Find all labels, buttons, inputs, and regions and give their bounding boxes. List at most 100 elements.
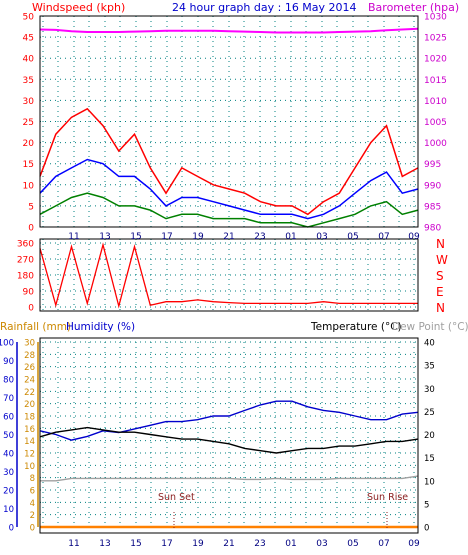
baro-tick-1010: 1010 — [424, 97, 447, 107]
temp-tick-0: 0 — [424, 524, 429, 534]
dir-tick-90: 90 — [23, 288, 35, 298]
direction-panel-grid — [40, 239, 418, 311]
hum-tick-30: 30 — [3, 468, 14, 478]
hum-tick-20: 20 — [3, 487, 14, 497]
x-label-top-21: 21 — [223, 232, 234, 242]
temp-tick-25: 25 — [424, 408, 435, 418]
x-label-bottom-13: 13 — [99, 539, 110, 549]
baro-title: Barometer (hpa) — [368, 1, 459, 14]
wind-series-1 — [39, 158, 419, 220]
wind-panel-series — [39, 27, 419, 228]
baro-tick-990: 990 — [424, 181, 441, 191]
temp-tick-30: 30 — [424, 385, 435, 395]
x-label-bottom-19: 19 — [192, 539, 204, 549]
rain-tick-14: 14 — [24, 437, 35, 447]
rain-tick-6: 6 — [30, 487, 35, 497]
x-label-top-17: 17 — [161, 232, 172, 242]
dir-tick-0: 0 — [28, 304, 34, 314]
wind-tick-50: 50 — [23, 13, 35, 23]
temp-tick-35: 35 — [424, 362, 435, 372]
temp-tick-10: 10 — [424, 477, 435, 487]
temp-panel-frame — [39, 337, 419, 534]
hum-tick-40: 40 — [3, 450, 14, 460]
dir-compass-0: N — [436, 301, 445, 315]
x-label-bottom-09: 09 — [408, 539, 420, 549]
temp-panel-axes: 0246810121416182022242628300102030405060… — [0, 339, 435, 534]
rain-tick-28: 28 — [24, 351, 35, 361]
x-label-bottom-11: 11 — [68, 539, 79, 549]
x-label-top-03: 03 — [316, 232, 327, 242]
wind-tick-45: 45 — [23, 34, 34, 44]
wind-series-0 — [39, 107, 419, 216]
date-title: 24 hour graph day : 16 May 2014 — [172, 1, 357, 14]
temp-tick-20: 20 — [424, 431, 435, 441]
x-label-top-07: 07 — [378, 232, 389, 242]
dew-title: Dew Point (°C) — [392, 321, 468, 333]
hum-tick-10: 10 — [3, 505, 14, 515]
wind-tick-15: 15 — [23, 160, 34, 170]
sunset-label: Sun Set — [158, 492, 195, 503]
baro-tick-1025: 1025 — [424, 34, 447, 44]
rain-tick-30: 30 — [24, 339, 35, 349]
wind-tick-5: 5 — [28, 202, 34, 212]
temp-tick-15: 15 — [424, 454, 435, 464]
baro-tick-1015: 1015 — [424, 76, 447, 86]
baro-tick-1020: 1020 — [424, 55, 447, 65]
temp-tick-40: 40 — [424, 339, 435, 349]
baro-tick-1005: 1005 — [424, 118, 447, 128]
x-label-bottom-23: 23 — [254, 539, 265, 549]
rain-tick-12: 12 — [24, 450, 35, 460]
rain-title: Rainfall (mm) — [0, 321, 71, 333]
wind-tick-25: 25 — [23, 118, 34, 128]
hum-tick-0: 0 — [9, 524, 14, 534]
dir-compass-3: W — [436, 253, 448, 267]
wind-tick-10: 10 — [23, 181, 35, 191]
x-label-bottom-01: 01 — [285, 539, 296, 549]
x-label-top-11: 11 — [68, 232, 79, 242]
x-axis-labels-bottom: 11 13 15 17 19 21 23 01 03 05 07 09 — [68, 539, 420, 549]
rain-tick-2: 2 — [30, 511, 35, 521]
x-label-top-23: 23 — [254, 232, 265, 242]
dir-compass-2: S — [436, 269, 444, 283]
rain-tick-4: 4 — [30, 499, 35, 509]
x-label-bottom-03: 03 — [316, 539, 327, 549]
x-label-top-01: 01 — [285, 232, 296, 242]
temp-series-0 — [39, 400, 419, 441]
dir-compass-1: E — [436, 285, 444, 299]
hum-tick-70: 70 — [3, 394, 14, 404]
hum-tick-100: 100 — [0, 339, 14, 349]
wind-title: Windspeed (kph) — [32, 1, 125, 14]
x-label-bottom-15: 15 — [130, 539, 141, 549]
wind-series-2 — [39, 192, 419, 228]
wind-tick-35: 35 — [23, 76, 34, 86]
x-label-bottom-07: 07 — [378, 539, 389, 549]
wind-series-3 — [39, 27, 419, 34]
x-label-bottom-05: 05 — [347, 539, 358, 549]
hum-tick-90: 90 — [3, 357, 14, 367]
wind-tick-0: 0 — [28, 224, 34, 234]
hum-tick-60: 60 — [3, 413, 14, 423]
x-label-top-19: 19 — [192, 232, 204, 242]
direction-series — [39, 242, 418, 309]
baro-tick-1030: 1030 — [424, 13, 447, 23]
direction-panel-series — [39, 242, 418, 309]
temp-tick-5: 5 — [424, 500, 429, 510]
dir-tick-180: 180 — [17, 272, 34, 282]
wind-tick-20: 20 — [23, 139, 35, 149]
rain-tick-26: 26 — [24, 363, 35, 373]
humidity-title: Humidity (%) — [66, 321, 135, 333]
baro-tick-995: 995 — [424, 160, 441, 170]
x-label-bottom-17: 17 — [161, 539, 172, 549]
dir-compass-4: N — [436, 237, 445, 251]
x-label-top-09: 09 — [408, 232, 420, 242]
x-label-top-15: 15 — [130, 232, 141, 242]
hum-tick-80: 80 — [3, 376, 14, 386]
baro-tick-980: 980 — [424, 224, 441, 234]
sunrise-label: Sun Rise — [367, 492, 408, 503]
x-label-top-05: 05 — [347, 232, 358, 242]
hum-tick-50: 50 — [3, 431, 14, 441]
rain-tick-8: 8 — [30, 474, 35, 484]
rain-tick-18: 18 — [24, 413, 35, 423]
rain-tick-24: 24 — [24, 376, 35, 386]
